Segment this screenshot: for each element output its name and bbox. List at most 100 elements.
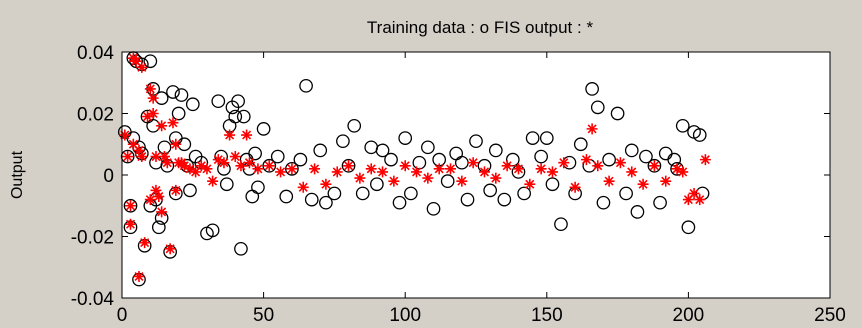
fis-output-point [122, 151, 134, 163]
training-data-point [211, 94, 226, 109]
fis-output-point [586, 123, 598, 135]
fis-output-point [243, 157, 255, 169]
fis-output-point [167, 117, 179, 129]
fis-output-point [637, 178, 649, 190]
fis-output-point [694, 194, 706, 206]
fis-output-point [478, 166, 490, 178]
training-data-point [590, 100, 605, 115]
training-data-point [185, 97, 200, 112]
training-data-point [319, 195, 333, 210]
y-tick-label: -0.02 [71, 228, 114, 249]
training-data-point [120, 149, 135, 164]
fis-output-point [490, 172, 502, 184]
fis-output-point [147, 108, 159, 119]
x-tick-label: 200 [673, 305, 705, 326]
fis-output-point [422, 172, 434, 184]
y-tick-label: 0.02 [77, 105, 114, 126]
fis-output-point [677, 166, 689, 178]
x-axis-tick-labels: 0 50 100 150 200 250 [117, 305, 846, 326]
training-data-point [630, 205, 645, 219]
training-data-point [236, 109, 251, 124]
fis-output-point [365, 163, 377, 175]
fis-output-point [119, 129, 131, 141]
fis-output-point [699, 154, 711, 166]
fis-output-point [161, 157, 173, 169]
fis-output-point [354, 172, 366, 184]
training-data-point [681, 220, 696, 235]
fis-output-series [119, 52, 711, 282]
training-data-point [151, 220, 166, 235]
fis-output-point [150, 184, 162, 196]
training-data-point [183, 183, 197, 198]
training-data-point [384, 152, 398, 167]
fis-output-point [688, 187, 700, 199]
fis-output-point [445, 163, 457, 175]
fis-output-point [320, 178, 332, 190]
training-data-point [219, 177, 234, 192]
fis-output-point [388, 175, 400, 187]
fis-output-point [467, 157, 479, 169]
fis-output-point [144, 83, 156, 95]
training-data-point [251, 180, 265, 195]
fis-output-point [456, 175, 468, 187]
fis-output-point [501, 160, 513, 172]
fis-output-point [433, 163, 445, 175]
training-data-point [392, 195, 407, 210]
training-data-point [375, 143, 390, 158]
fis-output-point [156, 206, 168, 218]
training-data-point [692, 128, 707, 142]
fis-output-point [235, 160, 247, 172]
training-data-point [123, 198, 138, 213]
x-tick-label: 0 [117, 305, 128, 326]
training-data-point [610, 106, 625, 121]
fis-output-point [399, 160, 411, 172]
training-data-point [336, 134, 350, 149]
fis-output-point [207, 175, 219, 187]
y-axis-tick-labels: 0.04 0.02 0 -0.02 -0.04 [71, 43, 115, 310]
training-data-point [602, 152, 616, 167]
axis-ticks [121, 51, 831, 299]
fis-output-point [275, 166, 287, 178]
training-data-point [421, 140, 435, 155]
fis-output-point [229, 151, 241, 163]
training-data-point [585, 82, 599, 96]
training-data-point [647, 158, 662, 173]
training-data-point [505, 152, 520, 167]
fis-output-point [524, 178, 536, 190]
fis-output-point [569, 181, 581, 193]
fis-output-point [127, 138, 139, 150]
fis-output-point [201, 163, 213, 175]
training-data-point [596, 195, 611, 210]
fis-output-point [263, 160, 275, 172]
fis-output-point [411, 166, 423, 178]
training-data-point [619, 186, 633, 201]
training-data-point [327, 186, 342, 201]
fis-output-point [546, 166, 558, 178]
x-tick-label: 50 [253, 305, 274, 326]
fis-output-point [153, 191, 165, 203]
fis-output-point [309, 163, 321, 175]
fis-output-point [580, 154, 592, 166]
fis-output-point [660, 175, 672, 187]
training-data-point [304, 192, 319, 207]
training-data-point [398, 131, 413, 145]
fis-output-point [343, 160, 355, 172]
fis-output-point [592, 160, 604, 172]
y-tick-label: 0 [103, 166, 114, 187]
fis-output-point [224, 129, 236, 141]
fis-output-point [130, 55, 142, 67]
fis-output-point [170, 184, 182, 196]
fis-output-point [170, 138, 182, 150]
fis-output-point [141, 111, 153, 123]
training-data-point [426, 201, 441, 216]
training-data-point [370, 177, 384, 192]
training-data-point [525, 131, 540, 145]
y-tick-label: 0.04 [77, 43, 114, 64]
fis-output-point [195, 160, 207, 172]
training-data-point [279, 189, 294, 204]
fis-output-point [136, 61, 148, 73]
training-data-point [404, 186, 418, 201]
plot-area [122, 52, 830, 298]
training-data-point [469, 134, 483, 149]
fis-output-point [164, 243, 176, 255]
